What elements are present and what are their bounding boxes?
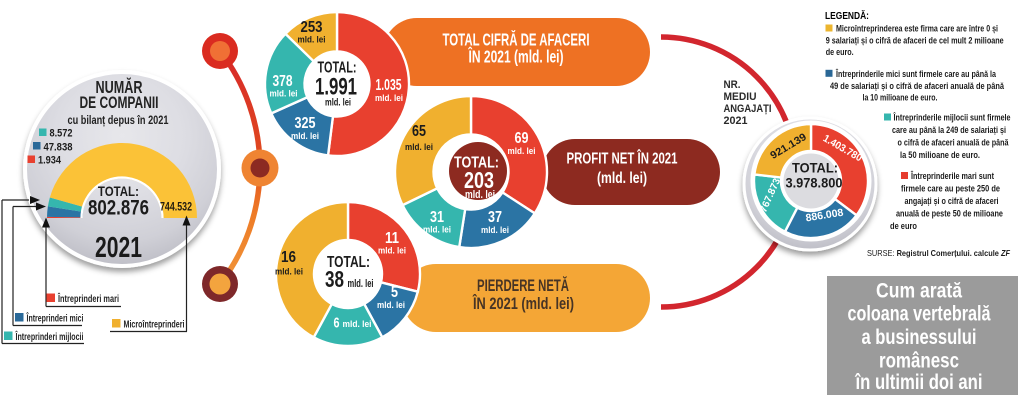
svg-text:TOTAL:: TOTAL:: [327, 254, 370, 271]
svg-text:o cifră de afaceri anuală de p: o cifră de afaceri anuală de până: [898, 138, 1010, 148]
svg-text:Microîntreprinderi: Microîntreprinderi: [124, 320, 185, 331]
svg-text:TOTAL:: TOTAL:: [318, 60, 357, 77]
svg-text:românesc: românesc: [879, 350, 959, 373]
svg-text:angajați și o cifră de afaceri: angajați și o cifră de afaceri: [905, 196, 999, 206]
svg-text:Microîntreprinderea este firma: Microîntreprinderea este firma care are …: [836, 24, 998, 34]
svg-text:65: 65: [412, 123, 426, 140]
svg-text:1.035: 1.035: [376, 77, 402, 94]
svg-text:TOTAL:: TOTAL:: [98, 183, 139, 199]
svg-text:SURSE: Registrul Comerțului. c: SURSE: Registrul Comerțului. calcule ZF: [867, 248, 1011, 258]
svg-text:anuală de peste 50 de milioane: anuală de peste 50 de milioane: [896, 209, 1003, 219]
svg-text:mld. lei: mld. lei: [298, 35, 326, 46]
svg-text:Întreprinderi mari: Întreprinderi mari: [57, 292, 119, 305]
svg-text:mld. lei: mld. lei: [481, 225, 509, 236]
svg-text:mld. lei: mld. lei: [378, 246, 406, 257]
svg-text:TOTAL:: TOTAL:: [792, 160, 838, 176]
svg-text:Întreprinderi mici: Întreprinderi mici: [26, 312, 84, 325]
svg-text:MEDIU: MEDIU: [724, 91, 757, 103]
svg-text:DE COMPANII: DE COMPANII: [80, 94, 159, 112]
svg-text:Întreprinderile mici sunt firm: Întreprinderile mici sunt firmele care a…: [835, 68, 996, 79]
svg-text:NR.: NR.: [724, 79, 741, 91]
svg-text:5: 5: [391, 284, 398, 301]
svg-text:a businessului: a businessului: [862, 326, 977, 349]
svg-text:la 10 milioane de euro.: la 10 milioane de euro.: [863, 93, 938, 103]
svg-text:31: 31: [430, 209, 444, 226]
svg-text:37: 37: [488, 209, 502, 226]
svg-text:TOTAL CIFRĂ DE AFACERI: TOTAL CIFRĂ DE AFACERI: [443, 29, 590, 50]
svg-text:1.991: 1.991: [315, 74, 357, 101]
svg-text:886.008: 886.008: [805, 207, 845, 225]
svg-text:mld. lei: mld. lei: [375, 93, 403, 104]
svg-text:de euro: de euro: [890, 221, 917, 231]
svg-text:mld. lei: mld. lei: [343, 319, 372, 330]
svg-text:47.838: 47.838: [44, 142, 73, 154]
svg-text:PROFIT NET ÎN 2021: PROFIT NET ÎN 2021: [567, 150, 678, 168]
svg-text:la 50 milioane de euro.: la 50 milioane de euro.: [900, 150, 980, 160]
svg-text:2021: 2021: [95, 232, 142, 264]
svg-text:firmele care au peste 250 de: firmele care au peste 250 de: [901, 184, 1000, 194]
svg-text:cu bilanț depus în 2021: cu bilanț depus în 2021: [68, 115, 169, 127]
svg-text:2021: 2021: [724, 115, 748, 127]
svg-text:16: 16: [281, 249, 296, 266]
svg-text:Întreprinderile mijlocii sunt: Întreprinderile mijlocii sunt firmele: [893, 112, 1011, 123]
svg-text:3.978.800: 3.978.800: [786, 175, 843, 191]
svg-text:coloana vertebrală: coloana vertebrală: [848, 303, 991, 326]
svg-text:ANGAJAȚI: ANGAJAȚI: [724, 103, 772, 115]
svg-text:mld. lei: mld. lei: [465, 189, 495, 201]
svg-text:6: 6: [334, 316, 340, 332]
svg-text:(mld. lei): (mld. lei): [597, 170, 647, 187]
svg-text:253: 253: [301, 19, 323, 36]
svg-text:mld. lei: mld. lei: [348, 278, 374, 290]
svg-text:în ultimii doi ani: în ultimii doi ani: [855, 371, 983, 394]
svg-text:203: 203: [464, 167, 494, 193]
svg-text:ÎN 2021 (mld. lei): ÎN 2021 (mld. lei): [472, 294, 574, 313]
svg-text:mld. lei: mld. lei: [275, 267, 303, 278]
svg-text:802.876: 802.876: [88, 197, 149, 220]
svg-text:mld. lei: mld. lei: [270, 89, 298, 100]
svg-text:TOTAL:: TOTAL:: [454, 155, 499, 172]
svg-text:9 salariați și o cifră de afac: 9 salariați și o cifră de afaceri de cel…: [826, 36, 1004, 46]
svg-text:325: 325: [295, 115, 316, 132]
svg-text:49 de salariați și o cifră de: 49 de salariați și o cifră de afaceri an…: [830, 81, 1005, 91]
svg-text:38: 38: [325, 266, 344, 292]
svg-text:mld. lei: mld. lei: [325, 97, 351, 109]
svg-text:mld. lei: mld. lei: [377, 300, 405, 311]
svg-text:1.934: 1.934: [38, 155, 62, 167]
svg-text:ÎN 2021 (mld. lei): ÎN 2021 (mld. lei): [468, 46, 564, 67]
svg-text:care au până la 249 de salaria: care au până la 249 de salariați și: [892, 125, 1006, 135]
svg-text:mld. lei: mld. lei: [423, 225, 451, 236]
svg-text:8.572: 8.572: [50, 128, 73, 140]
svg-text:mld. lei: mld. lei: [508, 146, 536, 157]
svg-text:378: 378: [273, 73, 293, 90]
svg-text:PIERDERE NETĂ: PIERDERE NETĂ: [477, 276, 569, 295]
svg-text:744.532: 744.532: [160, 200, 192, 214]
svg-text:11: 11: [385, 230, 399, 247]
svg-text:mld. lei: mld. lei: [291, 131, 319, 142]
svg-text:69: 69: [515, 130, 529, 147]
svg-text:Întreprinderi mijlocii: Întreprinderi mijlocii: [15, 330, 84, 343]
svg-text:NUMĂR: NUMĂR: [96, 76, 143, 97]
svg-text:Cum arată: Cum arată: [876, 280, 962, 303]
svg-text:de euro.: de euro.: [826, 47, 854, 57]
svg-text:mld. lei: mld. lei: [405, 142, 433, 153]
svg-text:Întreprinderile mari sunt: Întreprinderile mari sunt: [910, 170, 994, 181]
svg-text:LEGENDĂ:: LEGENDĂ:: [825, 9, 869, 22]
